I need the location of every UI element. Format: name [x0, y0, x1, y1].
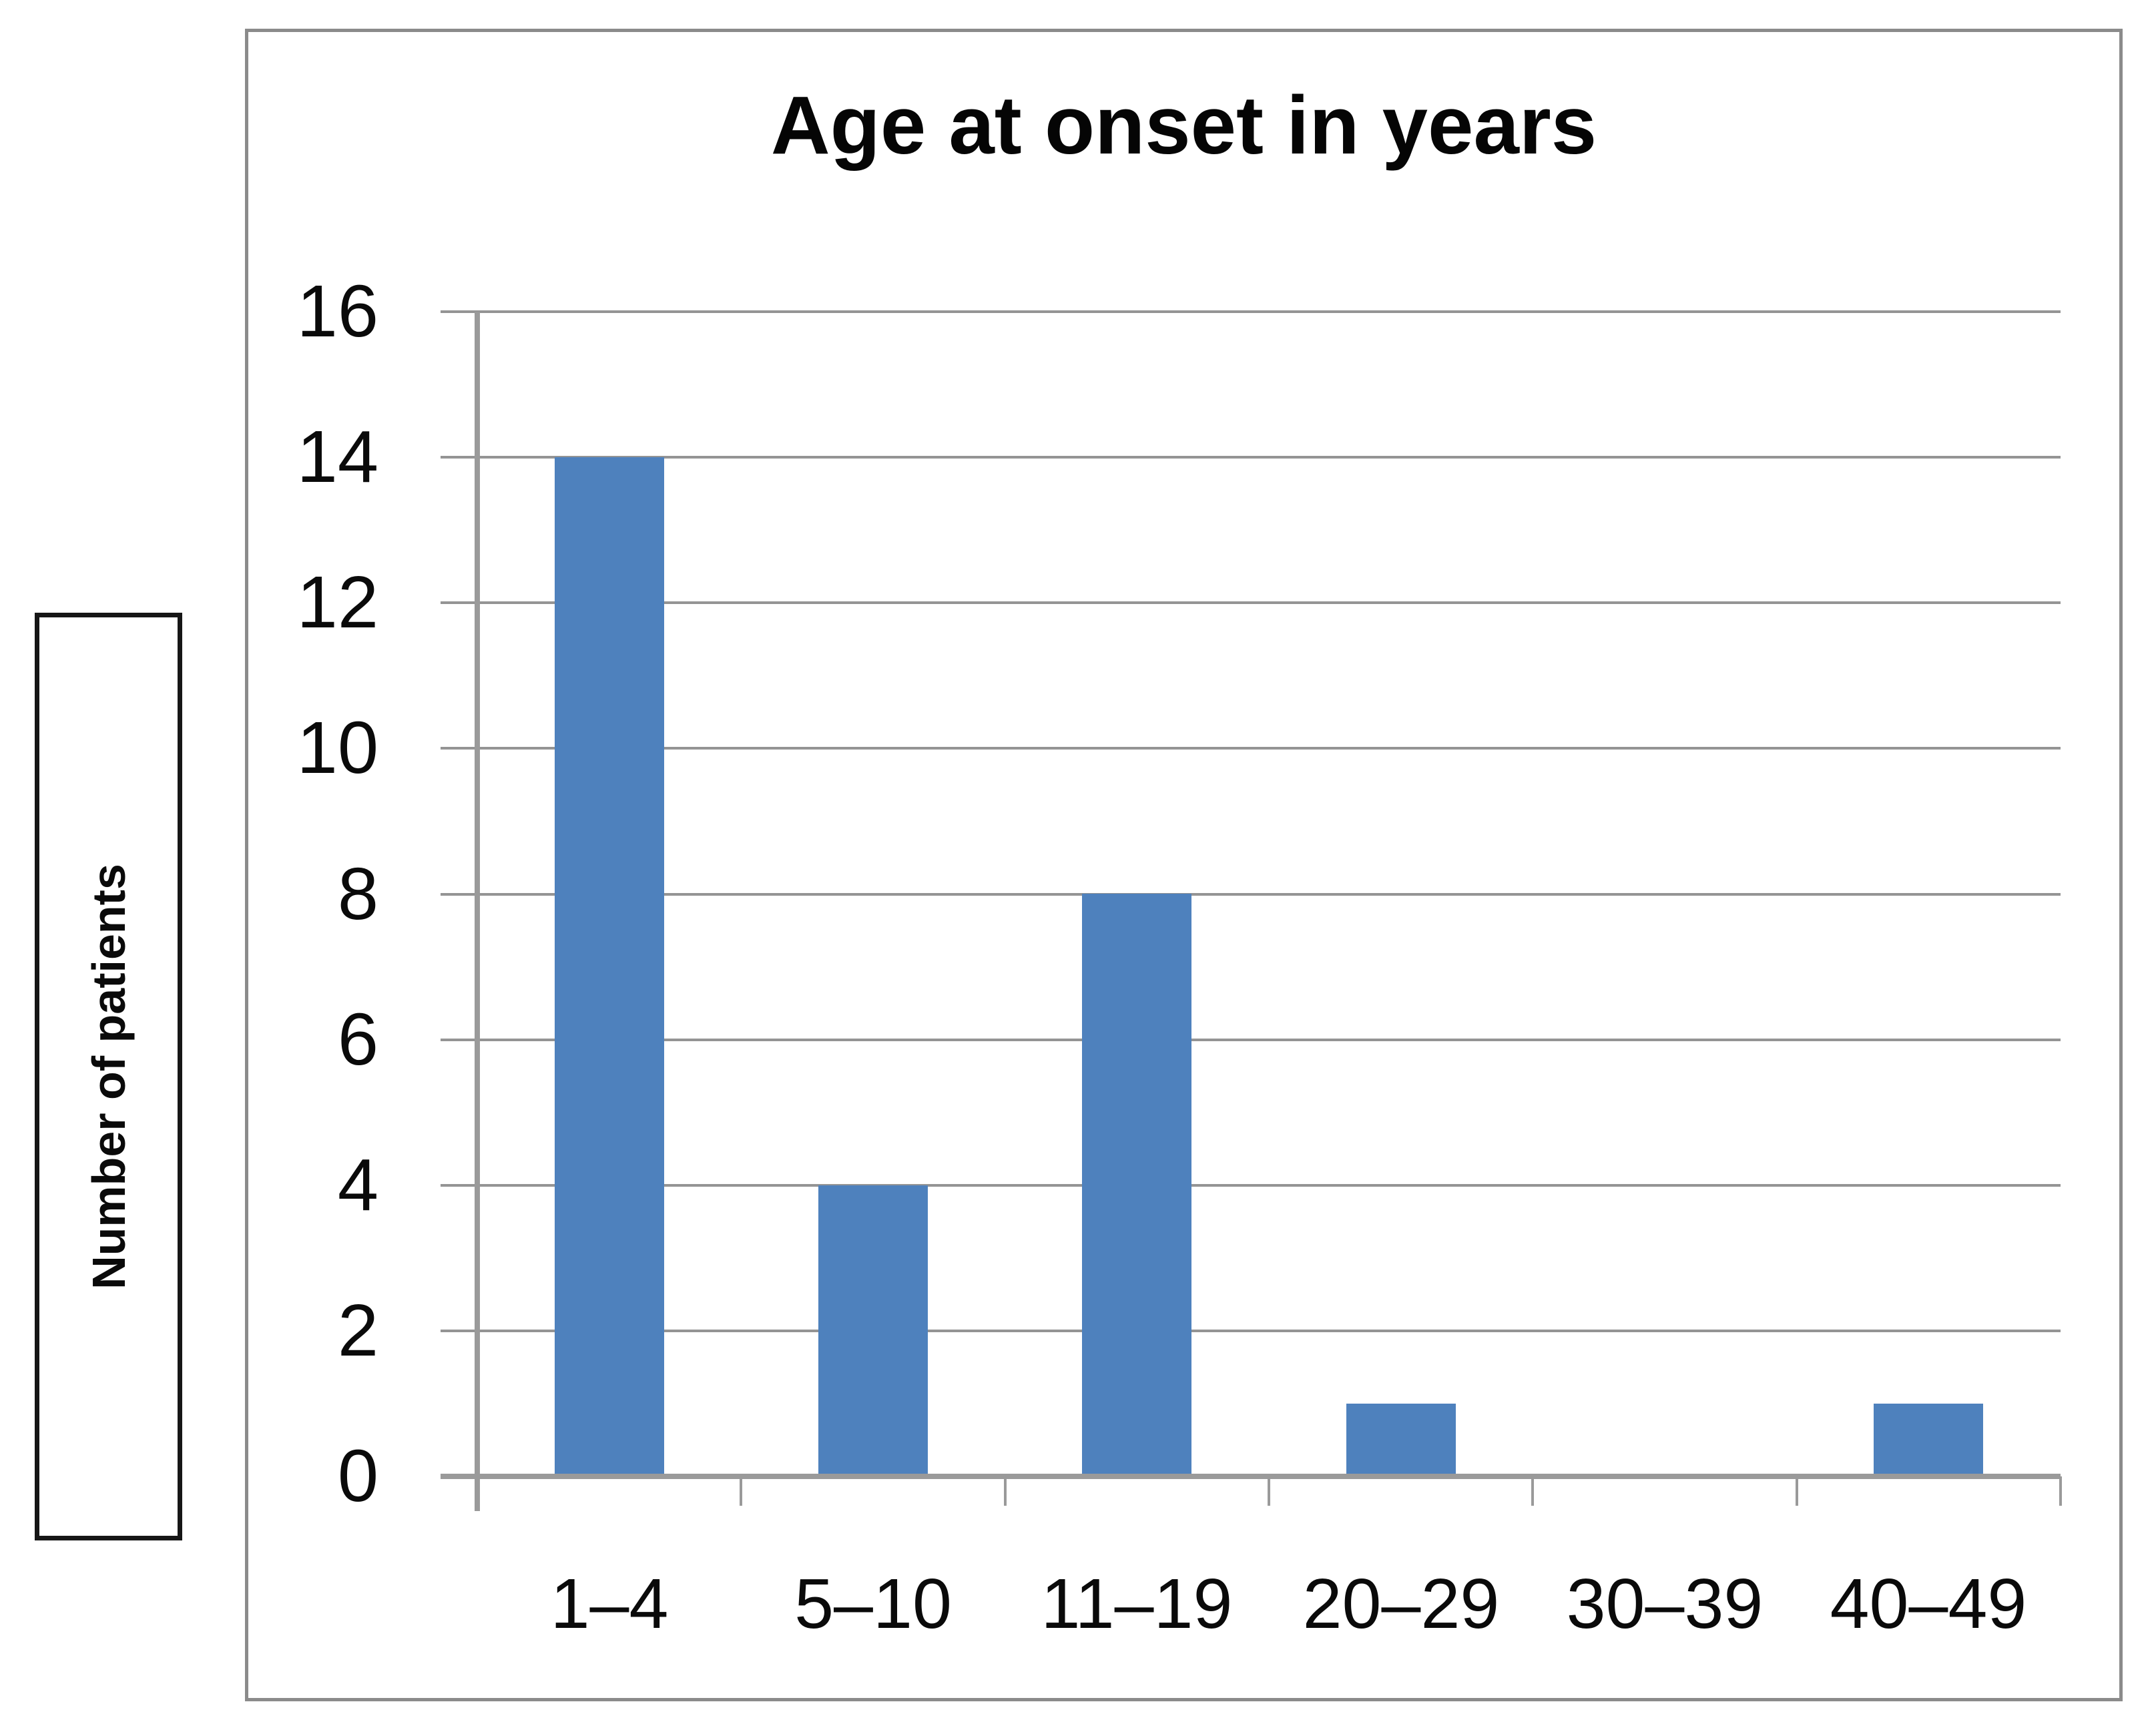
x-tick-label: 5–10	[794, 1564, 952, 1643]
bar	[1346, 1404, 1456, 1476]
x-tick-label: 1–4	[550, 1564, 669, 1643]
y-tick-label: 6	[337, 998, 378, 1081]
gridline	[441, 747, 2061, 750]
y-tick-label: 4	[337, 1144, 378, 1226]
x-axis-tick	[2059, 1476, 2062, 1506]
x-axis-line	[441, 1474, 2061, 1479]
y-axis-line	[475, 312, 480, 1511]
bar	[818, 1185, 928, 1476]
y-tick-label: 12	[296, 561, 378, 643]
bar	[555, 457, 664, 1476]
y-axis-title: Number of patients	[82, 864, 135, 1289]
gridline	[441, 1329, 2061, 1332]
x-axis-tick	[1268, 1476, 1270, 1506]
gridline	[441, 310, 2061, 313]
y-tick-label: 2	[337, 1289, 378, 1372]
x-tick-label: 11–19	[1041, 1564, 1233, 1643]
bar	[1874, 1404, 1983, 1476]
y-tick-label: 16	[296, 270, 378, 352]
chart-area: Age at onset in years 0 2 4 6 8 10 12 14 16 1–4 5…	[245, 29, 2123, 1701]
bar	[1082, 894, 1191, 1476]
plot-area	[441, 310, 2062, 1511]
x-axis-tick	[740, 1476, 743, 1506]
gridline	[441, 601, 2061, 605]
y-tick-label: 10	[296, 707, 378, 789]
gridline	[441, 1183, 2061, 1187]
x-axis-tick	[1003, 1476, 1007, 1506]
gridline	[441, 892, 2061, 896]
y-axis-title-box: Number of patients	[35, 613, 182, 1540]
y-tick-label: 0	[337, 1435, 378, 1517]
x-tick-label: 20–29	[1302, 1564, 1500, 1643]
y-tick-label: 14	[296, 416, 378, 498]
chart-title: Age at onset in years	[770, 80, 1597, 172]
x-axis-tick	[1531, 1476, 1535, 1506]
gridline	[441, 456, 2061, 459]
x-tick-label: 30–39	[1566, 1564, 1764, 1643]
y-tick-label: 8	[337, 853, 378, 935]
x-axis-tick	[1795, 1476, 1798, 1506]
gridline	[441, 1038, 2061, 1041]
x-tick-label: 40–49	[1830, 1564, 2027, 1643]
